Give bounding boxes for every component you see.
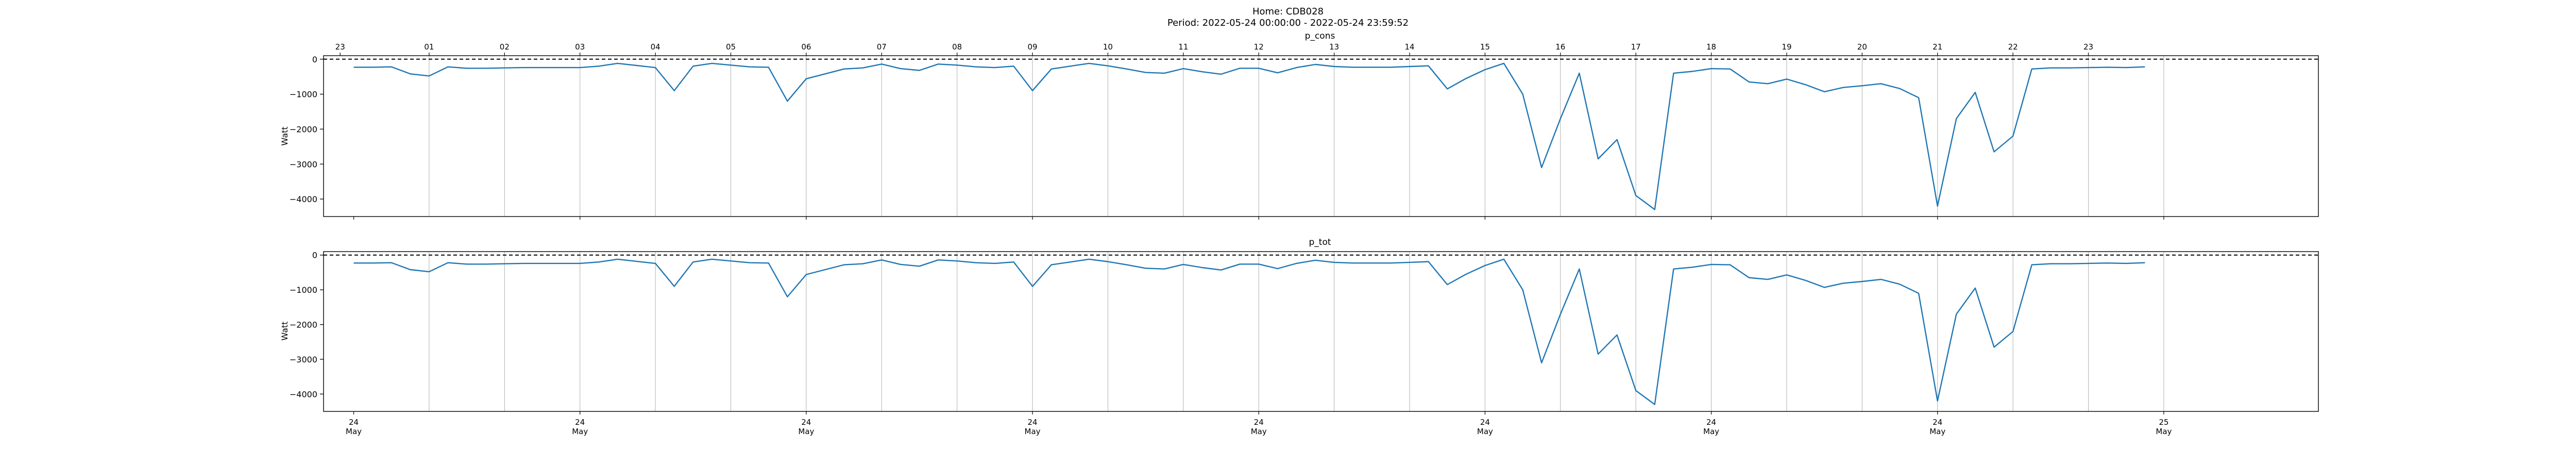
axes-frame (323, 251, 2319, 412)
axes-frame (323, 55, 2319, 217)
top-tick-label: 14 (1404, 42, 1414, 52)
home-title: Home: CDB028 (1252, 6, 1324, 17)
top-tick-label: 12 (1254, 42, 1264, 52)
top-tick-label: 08 (952, 42, 962, 52)
top-tick-label: 16 (1555, 42, 1565, 52)
date-tick-month: May (1251, 427, 1267, 436)
y-tick-label: −4000 (290, 389, 317, 399)
date-tick-month: May (1929, 427, 1945, 436)
y-tick-label: −2000 (290, 124, 317, 134)
y-tick-label: −3000 (290, 159, 317, 169)
p-tot-ylabel: Watt (280, 321, 290, 340)
p-cons-title: p_cons (1305, 31, 1335, 41)
top-tick-label: 07 (877, 42, 887, 52)
date-tick-day: 24 (1933, 418, 1942, 427)
top-tick-label: 03 (575, 42, 585, 52)
top-tick-label: 22 (2008, 42, 2018, 52)
date-tick-day: 24 (1480, 418, 1490, 427)
date-tick-month: May (1025, 427, 1041, 436)
top-tick-label: 23 (335, 42, 345, 52)
top-tick-label: 06 (801, 42, 811, 52)
date-tick-month: May (1703, 427, 1719, 436)
y-tick-label: 0 (312, 55, 317, 64)
top-tick-label: 21 (1933, 42, 1942, 52)
y-tick-label: −2000 (290, 320, 317, 330)
y-tick-label: −4000 (290, 194, 317, 204)
top-tick-label: 18 (1706, 42, 1716, 52)
date-tick-day: 24 (1028, 418, 1038, 427)
top-tick-label: 19 (1782, 42, 1791, 52)
date-tick-month: May (798, 427, 814, 436)
top-tick-label: 01 (424, 42, 434, 52)
date-tick-day: 24 (1706, 418, 1716, 427)
date-tick-month: May (346, 427, 362, 436)
top-tick-label: 09 (1028, 42, 1038, 52)
p-tot-title: p_tot (1309, 237, 1331, 247)
period-title: Period: 2022-05-24 00:00:00 - 2022-05-24… (1167, 18, 1409, 28)
p-tot-panel: p_tot Watt 0−1000−2000−3000−400024May24M… (280, 237, 2319, 436)
top-tick-label: 11 (1178, 42, 1188, 52)
date-tick-month: May (1477, 427, 1493, 436)
p-cons-panel: p_cons Watt 0 −1000 −2000 −3000 −4000 23 01 02 0… (280, 31, 2319, 220)
series-line (353, 258, 2145, 405)
top-tick-label: 13 (1329, 42, 1339, 52)
date-tick-day: 24 (575, 418, 585, 427)
top-tick-label: 04 (651, 42, 660, 52)
date-tick-day: 24 (1254, 418, 1264, 427)
top-tick-label: 10 (1103, 42, 1113, 52)
top-tick-label: 05 (726, 42, 736, 52)
y-tick-label: −1000 (290, 285, 317, 295)
p-cons-ylabel: Watt (280, 126, 290, 145)
top-tick-label: 23 (2083, 42, 2093, 52)
y-tick-label: −3000 (290, 355, 317, 364)
top-tick-label: 02 (500, 42, 510, 52)
date-tick-month: May (2156, 427, 2172, 436)
date-tick-day: 24 (801, 418, 811, 427)
date-tick-month: May (572, 427, 588, 436)
y-tick-label: 0 (312, 251, 317, 260)
top-tick-label: 15 (1480, 42, 1490, 52)
date-tick-day: 24 (349, 418, 359, 427)
series-line (353, 62, 2145, 210)
top-tick-label: 20 (1857, 42, 1867, 52)
top-tick-label: 17 (1631, 42, 1641, 52)
date-tick-day: 25 (2159, 418, 2168, 427)
y-tick-label: −1000 (290, 90, 317, 100)
